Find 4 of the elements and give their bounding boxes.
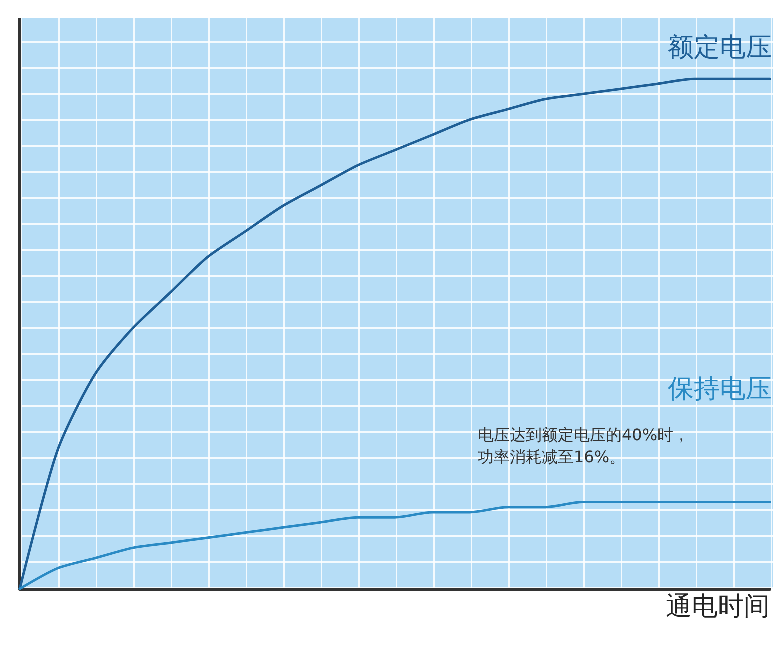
text: 保持电压 [668, 374, 772, 404]
annotation: 电压达到额定电压的40%时，功率消耗减至16%。 [478, 426, 690, 466]
x-axis-title: 通电时间 [666, 591, 770, 621]
series-label: 额定电压 [668, 33, 772, 63]
